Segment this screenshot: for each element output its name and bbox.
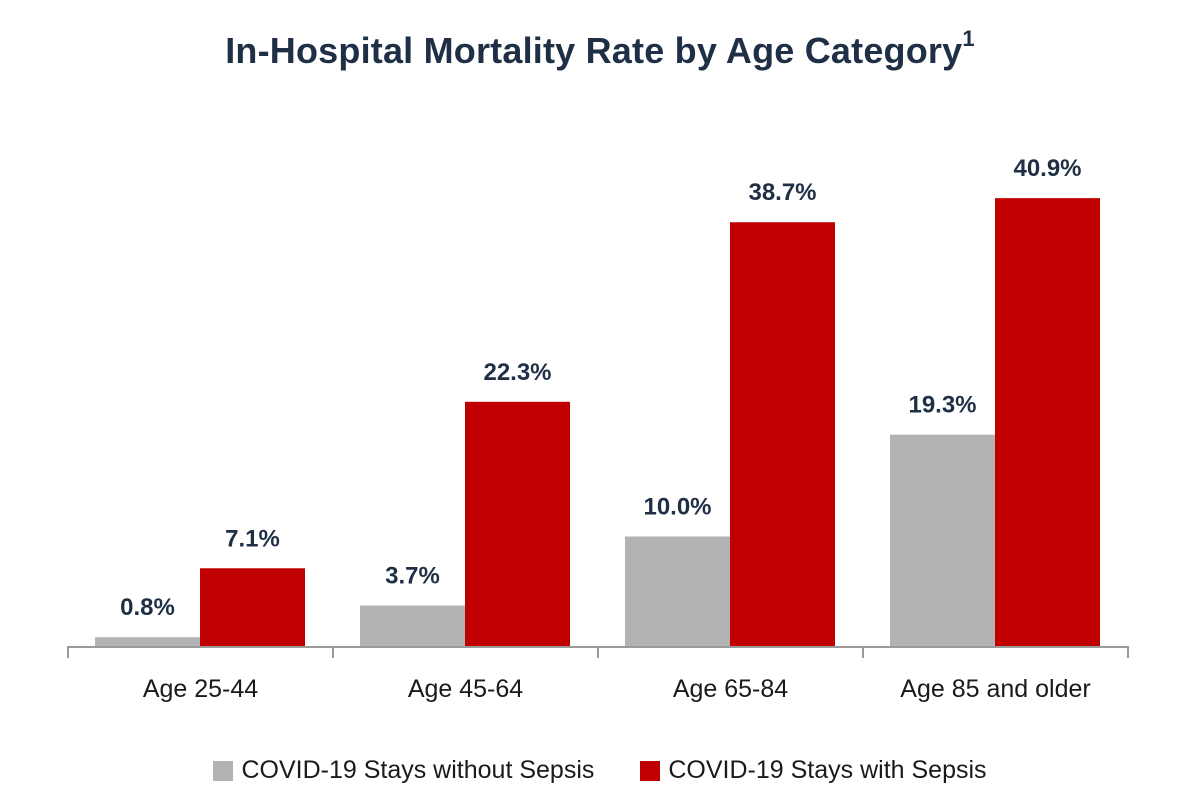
legend-item-without-sepsis: COVID-19 Stays without Sepsis bbox=[213, 756, 594, 785]
legend-item-with-sepsis: COVID-19 Stays with Sepsis bbox=[640, 756, 987, 785]
x-tick-label-3: Age 65-84 bbox=[673, 675, 788, 703]
legend-swatch-with-sepsis bbox=[640, 760, 661, 781]
x-tick-label-1: Age 25-44 bbox=[143, 675, 258, 703]
x-tick-label-2: Age 45-64 bbox=[408, 675, 523, 703]
data-label-with-sepsis-1: 7.1% bbox=[225, 525, 280, 552]
bar-with-sepsis-3 bbox=[730, 222, 835, 647]
bar-with-sepsis-2 bbox=[465, 401, 570, 646]
x-tick-label-4: Age 85 and older bbox=[900, 675, 1090, 703]
bar-without-sepsis-2 bbox=[360, 605, 465, 646]
bar-with-sepsis-1 bbox=[200, 568, 305, 646]
data-label-with-sepsis-2: 22.3% bbox=[483, 359, 551, 386]
bar-without-sepsis-3 bbox=[625, 536, 730, 646]
legend: COVID-19 Stays without Sepsis COVID-19 S… bbox=[0, 756, 1200, 785]
data-label-with-sepsis-3: 38.7% bbox=[748, 179, 816, 206]
bar-without-sepsis-1 bbox=[95, 637, 200, 646]
legend-label-with-sepsis: COVID-19 Stays with Sepsis bbox=[668, 756, 987, 784]
chart-title: In-Hospital Mortality Rate by Age Catego… bbox=[0, 26, 1200, 72]
bar-without-sepsis-4 bbox=[890, 434, 995, 646]
data-label-without-sepsis-3: 10.0% bbox=[643, 494, 711, 521]
bar-with-sepsis-4 bbox=[995, 198, 1100, 646]
data-label-with-sepsis-4: 40.9% bbox=[1013, 155, 1081, 182]
legend-label-without-sepsis: COVID-19 Stays without Sepsis bbox=[241, 756, 595, 784]
data-label-without-sepsis-4: 19.3% bbox=[908, 392, 976, 419]
title-footnote-marker: 1 bbox=[962, 26, 975, 51]
chart-title-text: In-Hospital Mortality Rate by Age Catego… bbox=[225, 30, 963, 71]
legend-swatch-without-sepsis bbox=[213, 760, 234, 781]
data-label-without-sepsis-2: 3.7% bbox=[385, 562, 440, 589]
data-label-without-sepsis-1: 0.8% bbox=[120, 594, 175, 621]
